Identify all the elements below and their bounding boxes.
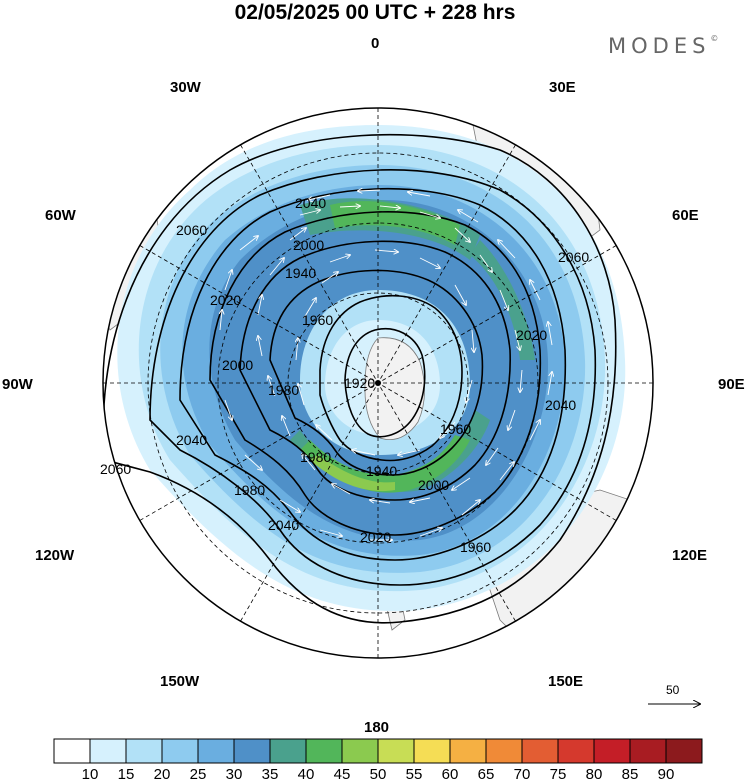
contour-label: 2040 [176, 432, 207, 448]
contour-label: 2060 [176, 222, 207, 238]
colorbar-swatch [629, 738, 667, 764]
shade-35c [470, 240, 535, 360]
brand-logo: MODES© [608, 34, 718, 58]
contour-label: 2000 [293, 237, 324, 253]
shade-45b [310, 455, 395, 492]
colorbar-tick-label: 90 [658, 766, 675, 782]
colorbar-swatch [305, 738, 343, 764]
contour-label: 1940 [366, 463, 397, 479]
map-title: 02/05/2025 00 UTC + 228 hrs [234, 1, 516, 24]
lon-label-180: 180 [364, 719, 389, 736]
lon-label-60w: 60W [45, 207, 77, 224]
wind-vectors [220, 190, 552, 540]
colorbar-tick-label: 10 [82, 766, 99, 782]
colorbar-tick-label: 85 [622, 766, 639, 782]
contour-label: 2000 [222, 357, 253, 373]
colorbar-swatch [53, 738, 91, 764]
colorbar-tick-label: 75 [550, 766, 567, 782]
lon-label-60e: 60E [672, 207, 699, 224]
contour-label: 1980 [234, 482, 265, 498]
colorbar-swatch [197, 738, 235, 764]
colorbar-boxes [53, 738, 703, 764]
pole-marker [375, 380, 381, 386]
colorbar-tick-label: 65 [478, 766, 495, 782]
land-antarctica-top [364, 337, 425, 441]
colorbar-swatch [413, 738, 451, 764]
contour-label: 2040 [295, 195, 326, 211]
colorbar-swatch [125, 738, 163, 764]
colorbar-swatch [521, 738, 559, 764]
lon-label-30w: 30W [170, 79, 202, 96]
colorbar-swatch [485, 738, 523, 764]
contour-2020 [179, 187, 567, 561]
colorbar-tick-label: 70 [514, 766, 531, 782]
shade-40 [330, 201, 460, 245]
colorbar-tick-label: 15 [118, 766, 135, 782]
colorbar-tick-label: 30 [226, 766, 243, 782]
contour-label: 1980 [300, 449, 331, 465]
colorbar-tick-label: 40 [298, 766, 315, 782]
colorbar-swatch [665, 738, 703, 764]
contour-label: 2020 [516, 327, 547, 343]
colorbar-tick-label: 35 [262, 766, 279, 782]
copyright-mark: © [710, 34, 719, 43]
colorbar-tick-label: 55 [406, 766, 423, 782]
longitude-labels: 0 180 90W 90E 30W 60W 30E 60E 120W 150W … [2, 35, 745, 736]
contour-label: 1980 [268, 382, 299, 398]
colorbar-swatch [89, 738, 127, 764]
lon-label-90w: 90W [2, 376, 34, 393]
contour-label: 2040 [268, 517, 299, 533]
contour-label: 2040 [545, 397, 576, 413]
contour-label: 1960 [460, 539, 491, 555]
colorbar-ticks: 10 15 20 25 30 35 40 45 50 55 60 65 70 75 80 85 90 [82, 766, 675, 782]
contour-label: 2060 [100, 461, 131, 477]
contour-1980 [239, 240, 511, 501]
colorbar-tick-label: 50 [370, 766, 387, 782]
contour-label: 2000 [418, 477, 449, 493]
colorbar-swatch [161, 738, 199, 764]
lon-label-0: 0 [371, 35, 379, 52]
colorbar-swatch [269, 738, 307, 764]
colorbar-swatch [593, 738, 631, 764]
colorbar-tick-label: 25 [190, 766, 207, 782]
lon-label-90e: 90E [718, 376, 745, 393]
contour-label: 1960 [440, 421, 471, 437]
lon-label-120e: 120E [672, 547, 707, 564]
colorbar-swatch [449, 738, 487, 764]
colorbar-tick-label: 60 [442, 766, 459, 782]
reference-vector-label: 50 [666, 683, 680, 697]
contour-label: 1940 [285, 265, 316, 281]
brand-name: MODES [608, 34, 711, 58]
contour-2060-outer [103, 133, 617, 624]
colorbar-tick-label: 45 [334, 766, 351, 782]
contour-label: 1960 [302, 312, 333, 328]
colorbar-swatch [557, 738, 595, 764]
contour-label: 1920 [344, 375, 375, 391]
lon-label-150w: 150W [160, 673, 200, 690]
lon-label-120w: 120W [35, 547, 75, 564]
colorbar-tick-label: 80 [586, 766, 603, 782]
colorbar-swatch [377, 738, 415, 764]
colorbar-swatch [341, 738, 379, 764]
map-boundary [102, 107, 654, 659]
lon-label-150e: 150E [548, 673, 583, 690]
contour-label: 2020 [210, 292, 241, 308]
contour-label: 2060 [558, 249, 589, 265]
colorbar-swatch [233, 738, 271, 764]
contour-label-group: 2060 2040 2020 2000 1980 1960 1940 1920 … [100, 195, 589, 555]
lon-label-30e: 30E [549, 79, 576, 96]
contour-1920 [344, 328, 426, 438]
contour-2040 [149, 169, 597, 586]
colorbar-tick-label: 20 [154, 766, 171, 782]
contour-label: 2020 [360, 529, 391, 545]
